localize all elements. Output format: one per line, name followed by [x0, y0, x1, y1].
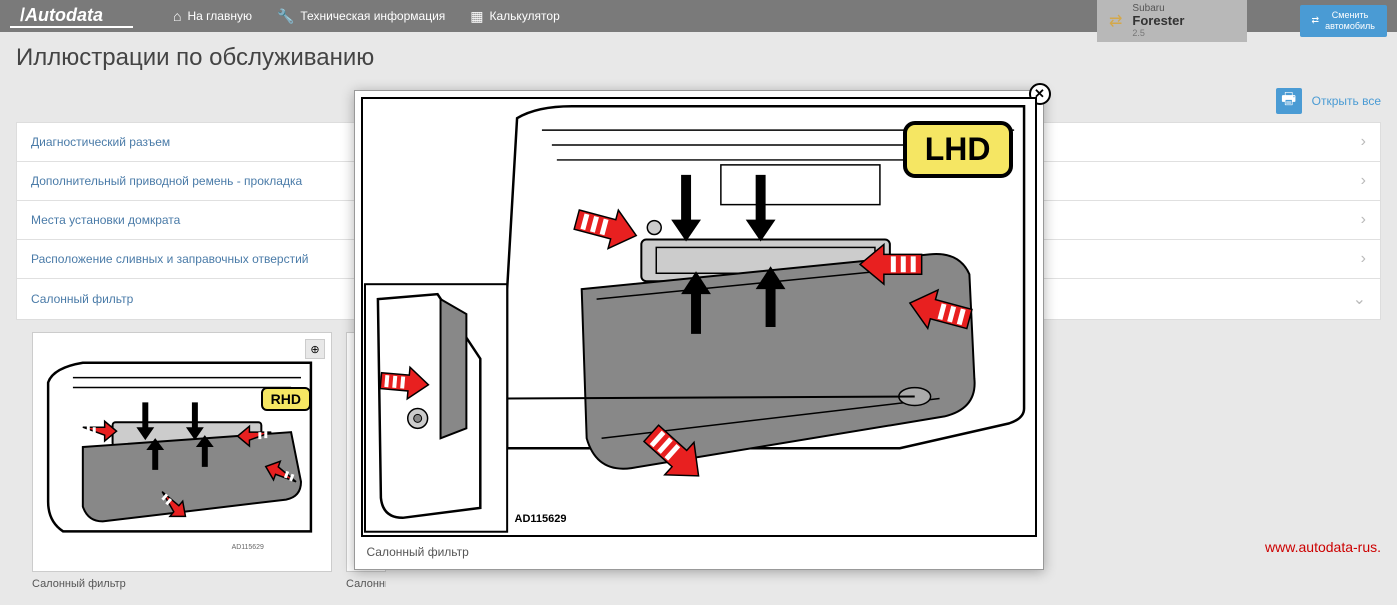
nav-calc[interactable]: ▦ Калькулятор [470, 8, 559, 25]
calculator-icon: ▦ [470, 8, 483, 25]
image-id: AD115629 [515, 513, 567, 525]
vehicle-icon: ⇄ [1109, 11, 1122, 31]
modal: ✕ [354, 90, 1044, 570]
topbar: /Autodata ⌂ На главную 🔧 Техническая инф… [0, 0, 1397, 32]
print-button[interactable]: 🖶 [1276, 88, 1302, 114]
accordion-label: Диагностический разъем [31, 135, 170, 149]
chevron-right-icon: › [1361, 211, 1366, 229]
nav-tech-label: Техническая информация [300, 9, 445, 23]
nav-tech[interactable]: 🔧 Техническая информация [277, 8, 445, 25]
thumbnail-image[interactable]: ⊕ AD115629 RHD [32, 332, 332, 572]
chevron-right-icon: › [1361, 250, 1366, 268]
wrench-icon: 🔧 [277, 8, 294, 25]
zoom-button[interactable]: ⊕ [305, 339, 325, 359]
print-icon: 🖶 [1281, 88, 1296, 115]
accordion-label: Дополнительный приводной ремень - прокла… [31, 174, 302, 188]
lhd-badge: LHD [903, 121, 1013, 178]
nav-home[interactable]: ⌂ На главную [173, 8, 252, 25]
zoom-icon: ⊕ [310, 343, 319, 356]
nav-home-label: На главную [187, 9, 251, 23]
accordion-label: Салонный фильтр [31, 292, 133, 306]
chevron-right-icon: › [1361, 133, 1366, 151]
accordion-label: Места установки домкрата [31, 213, 180, 227]
modal-caption: Салонный фильтр [361, 537, 1037, 563]
open-all-link[interactable]: Открыть все [1312, 94, 1381, 108]
modal-image: LHD AD115629 [361, 97, 1037, 537]
chevron-down-icon: ⌄ [1353, 289, 1366, 309]
vehicle-engine: 2.5 [1132, 29, 1184, 39]
watermark: www.autodata-rus. [1265, 539, 1381, 555]
home-icon: ⌂ [173, 8, 181, 24]
thumbnail-caption: Салонный фильтр [32, 572, 332, 590]
thumbnail-caption: Салонны [346, 572, 386, 590]
chevron-right-icon: › [1361, 172, 1366, 190]
accordion-label: Расположение сливных и заправочных отвер… [31, 252, 309, 266]
change-vehicle-button[interactable]: ⇄ Сменитьавтомобиль [1300, 5, 1387, 37]
svg-text:AD115629: AD115629 [232, 544, 264, 551]
swap-icon: ⇄ [1312, 15, 1320, 26]
diagram-thumb-rhd: AD115629 [33, 333, 331, 571]
thumbnail-card: ⊕ AD115629 RHD [32, 332, 332, 590]
nav-items: ⌂ На главную 🔧 Техническая информация ▦ … [173, 8, 560, 25]
logo[interactable]: /Autodata [10, 5, 133, 28]
rhd-badge: RHD [261, 387, 311, 411]
vehicle-info: ⇄ Subaru Forester 2.5 [1097, 0, 1247, 42]
vehicle-model: Forester [1132, 14, 1184, 28]
nav-calc-label: Калькулятор [490, 9, 560, 23]
